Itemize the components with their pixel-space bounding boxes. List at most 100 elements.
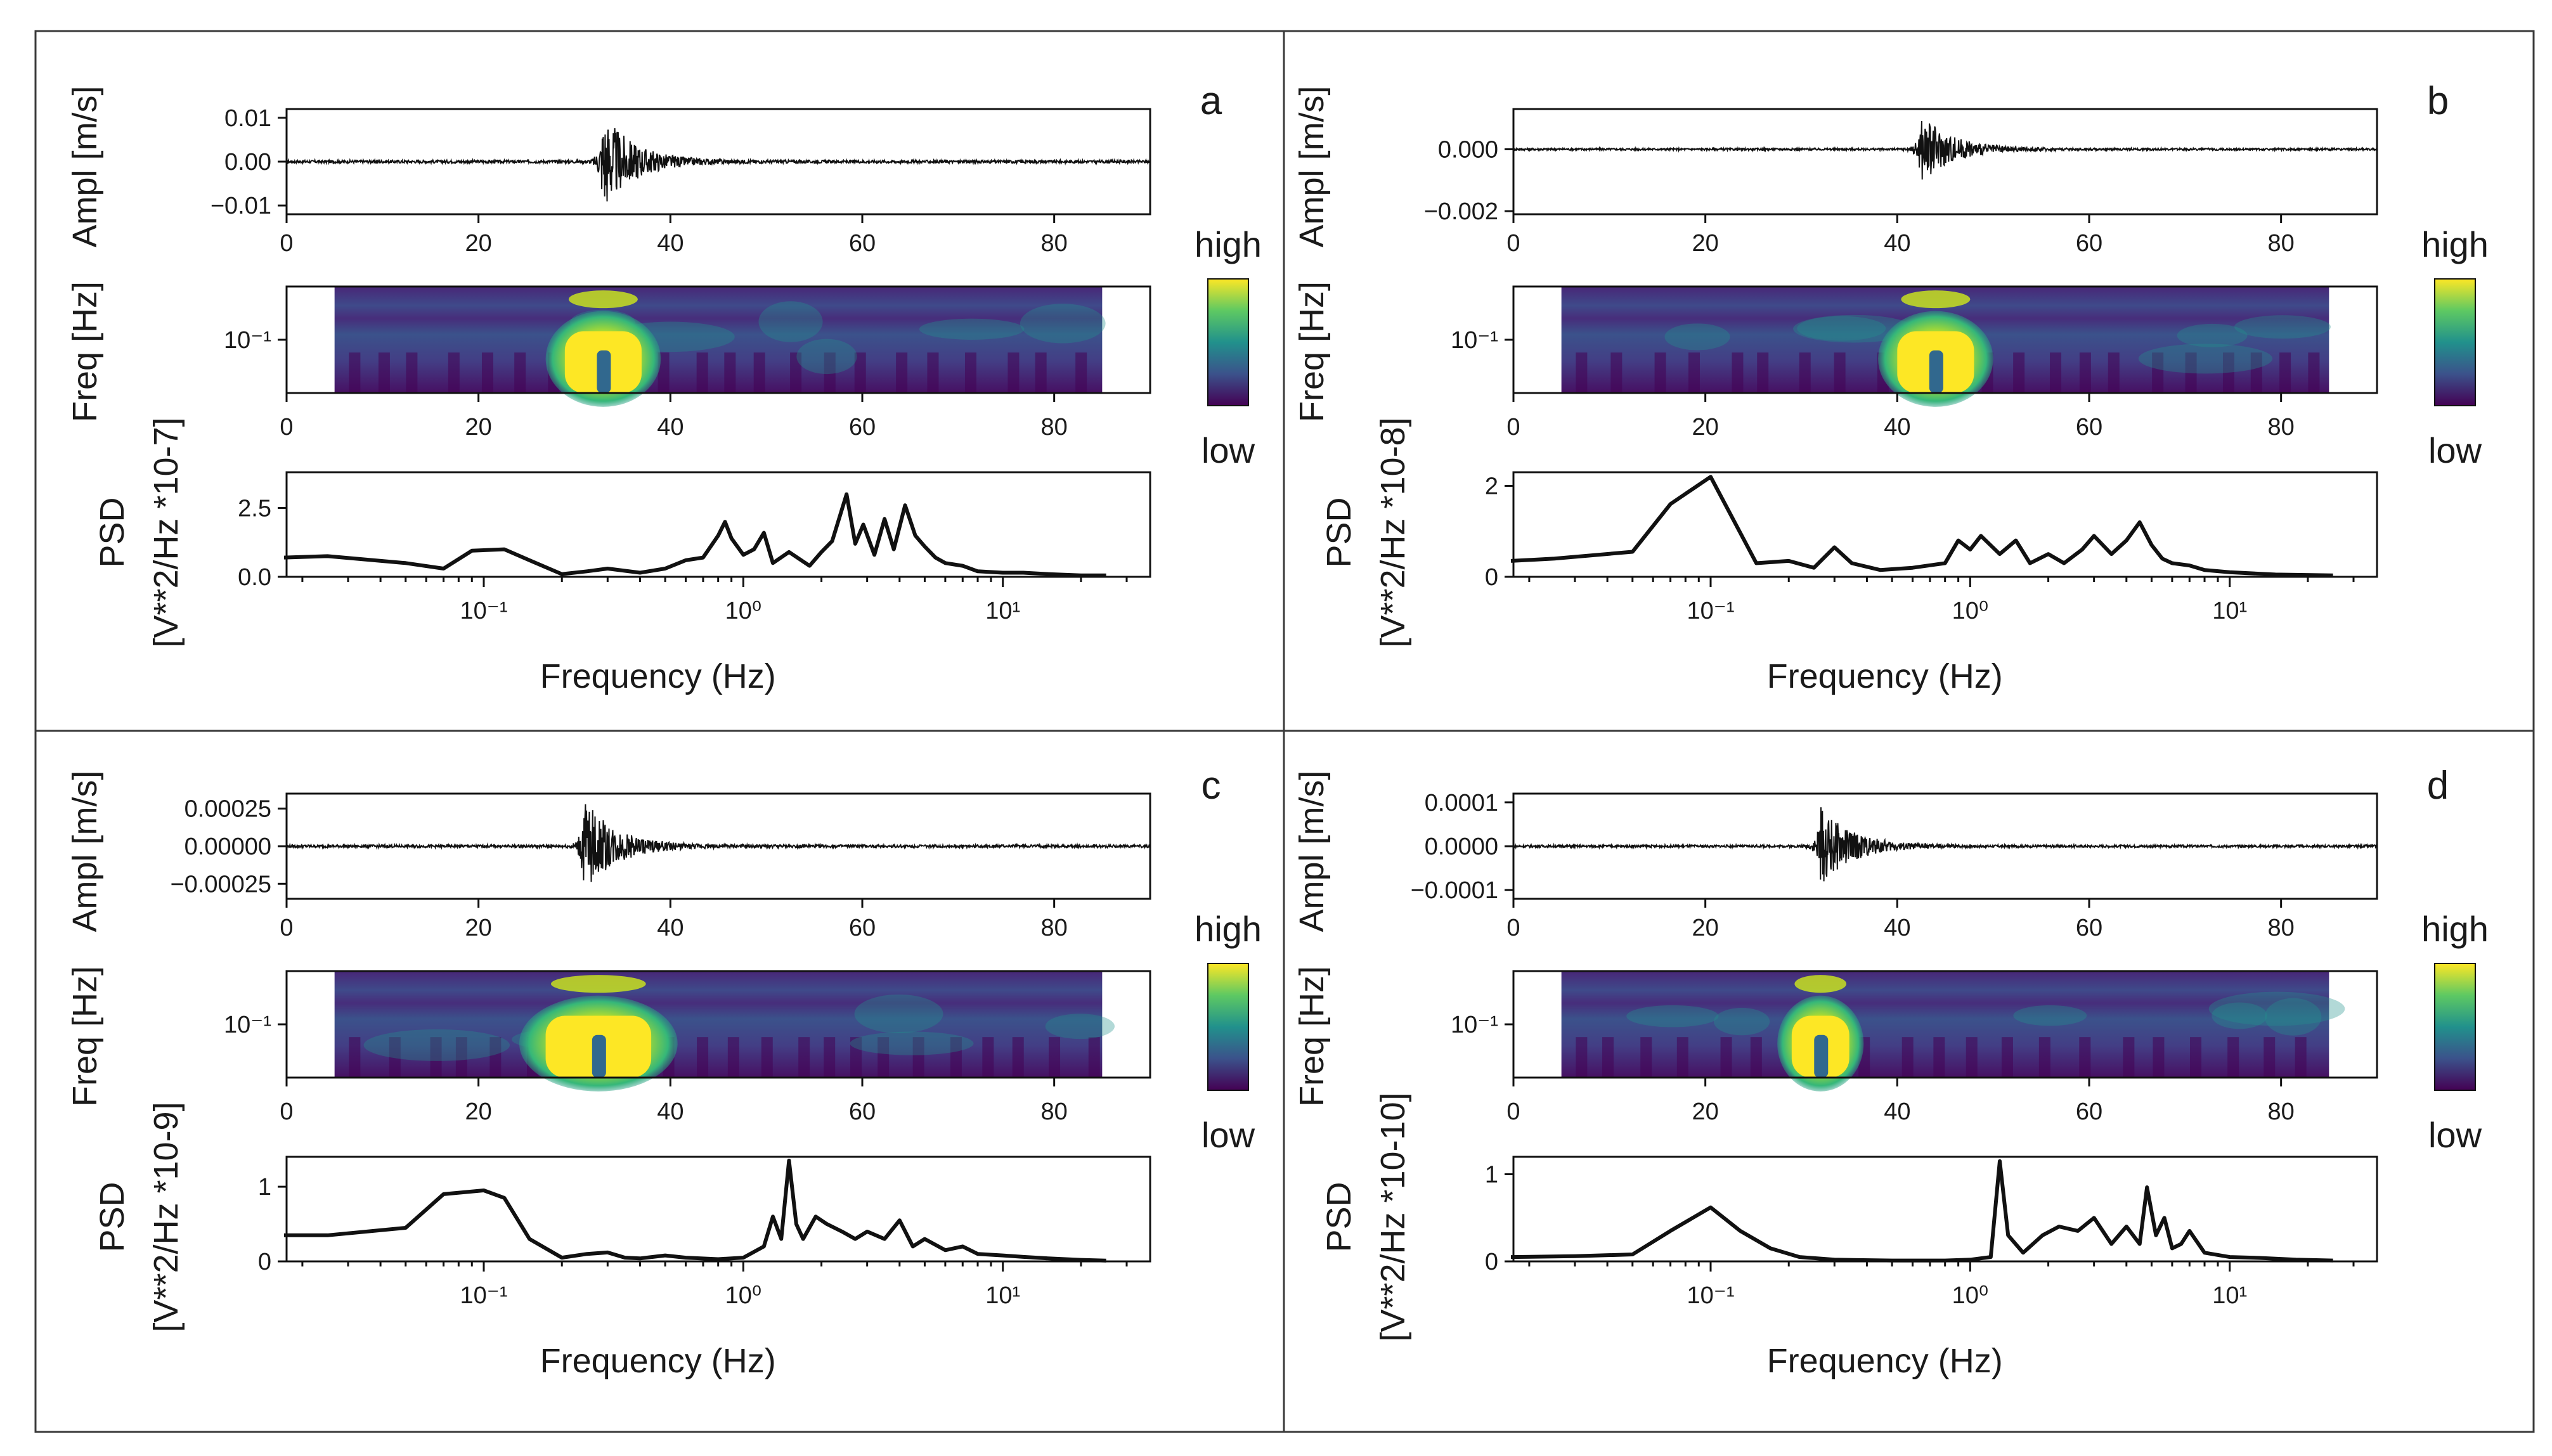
spectrogram-stripe xyxy=(2295,1037,2307,1078)
spectrogram-stripe xyxy=(1049,1037,1061,1078)
spectrogram-stripe xyxy=(2013,352,2025,393)
frequency-axis-label: Freq [Hz] xyxy=(66,281,104,422)
waveform-x-tick-label: 0 xyxy=(280,230,293,257)
spectrogram-stripe xyxy=(2264,1037,2276,1078)
psd-series-line xyxy=(1510,1159,2333,1263)
spectrogram-stripe xyxy=(2153,1037,2165,1078)
colorbar-high-label: high xyxy=(2421,224,2489,264)
waveform-y-tick-label: 0.01 xyxy=(224,105,271,132)
spectrogram-stripe xyxy=(2123,1037,2135,1078)
spectrogram-stripe xyxy=(724,352,736,393)
waveform-x-tick-label: 20 xyxy=(465,915,492,941)
spectrogram-stripe xyxy=(657,352,670,393)
frequency-axis-label: Freq [Hz] xyxy=(66,966,104,1107)
spectrogram-blob xyxy=(1020,304,1106,344)
waveform-trace xyxy=(286,128,1151,202)
colorbar-low-label: low xyxy=(1202,430,1255,470)
frequency-axis-label: Freq [Hz] xyxy=(1293,966,1331,1107)
psd-axis-label-top: PSD xyxy=(1320,497,1358,567)
amplitude-axis-label: Ampl [m/s] xyxy=(1293,770,1331,932)
waveform-x-tick-label: 20 xyxy=(1692,230,1719,257)
psd-y-tick-label: 0.0 xyxy=(238,564,271,591)
colorbar-high-label: high xyxy=(1195,909,1262,949)
psd-x-axis-label: Frequency (Hz) xyxy=(540,1342,776,1380)
spectrogram-stripe xyxy=(798,1037,810,1078)
psd-y-tick-label: 2 xyxy=(1485,474,1498,500)
spectrogram-stripe xyxy=(1688,352,1700,393)
waveform-x-tick-label: 40 xyxy=(1884,915,1910,941)
spectrogram-notch xyxy=(1929,350,1943,393)
spectrogram-stripe xyxy=(2308,352,2320,393)
waveform-y-tick-label: −0.00025 xyxy=(170,871,271,898)
spectrogram-stripe xyxy=(2279,352,2291,393)
colorbar-high-label: high xyxy=(2421,909,2489,949)
spectrogram-stripe xyxy=(2108,352,2120,393)
spectrogram-stripe xyxy=(927,352,939,393)
psd-series-line xyxy=(1510,475,2333,577)
spectrogram-x-tick-label: 0 xyxy=(280,1098,293,1125)
spectrogram-blob xyxy=(2013,1005,2087,1026)
spectrogram-notch xyxy=(597,350,611,393)
spectrogram-stripe xyxy=(1075,352,1087,393)
waveform-y-tick-label: 0.00000 xyxy=(185,834,271,860)
spectrogram-stripe xyxy=(1933,1037,1945,1078)
psd-x-tick-label: 10⁻¹ xyxy=(1687,1282,1735,1309)
spectrogram-stripe xyxy=(1799,352,1811,393)
spectrogram-x-tick-label: 40 xyxy=(1884,1098,1910,1125)
spectrogram-blob xyxy=(1045,1014,1115,1040)
spectrogram-blob xyxy=(796,338,857,375)
spectrogram-upper-band xyxy=(550,975,646,993)
spectrogram-stripe xyxy=(696,352,708,393)
waveform-y-tick-label: 0.00025 xyxy=(185,796,271,823)
spectrogram-stripe xyxy=(1576,352,1588,393)
waveform-y-tick-label: 0.000 xyxy=(1438,136,1498,163)
spectrogram-notch xyxy=(592,1034,606,1078)
waveform-x-tick-label: 60 xyxy=(849,915,876,941)
psd-x-tick-label: 10⁰ xyxy=(1952,598,1989,624)
colorbar xyxy=(2434,278,2476,406)
spectrogram-y-tick-label: 10⁻¹ xyxy=(224,327,271,354)
waveform-x-tick-label: 0 xyxy=(1506,915,1520,941)
psd-x-tick-label: 10¹ xyxy=(2212,1282,2247,1309)
spectrogram-blob xyxy=(2177,323,2248,347)
spectrogram-stripe xyxy=(455,1037,467,1078)
psd-y-tick-label: 0 xyxy=(258,1249,271,1275)
psd-frame xyxy=(285,471,1151,578)
spectrogram-x-tick-label: 20 xyxy=(1692,1098,1719,1125)
spectrogram-stripe xyxy=(2079,1037,2091,1078)
spectrogram-stripe xyxy=(850,1037,862,1078)
spectrogram-stripe xyxy=(1901,1037,1914,1078)
spectrogram-stripe xyxy=(1640,1037,1652,1078)
waveform-x-tick-label: 40 xyxy=(1884,230,1910,257)
spectrogram-x-tick-label: 20 xyxy=(465,1098,492,1125)
waveform-x-tick-label: 0 xyxy=(1506,230,1520,257)
panel-a: 0.01 0.00 −0.01 0 20 40 60 80 Ampl [m/s] 10⁻¹ 0 20 4… xyxy=(66,79,1262,695)
spectrogram-stripe xyxy=(964,352,976,393)
waveform-x-tick-label: 60 xyxy=(849,230,876,257)
psd-x-tick-label: 10¹ xyxy=(985,598,1020,624)
spectrogram-stripe xyxy=(2185,352,2197,393)
spectrogram-stripe xyxy=(2227,1037,2239,1078)
spectrogram-x-tick-label: 0 xyxy=(1506,1098,1520,1125)
spectrogram-stripe xyxy=(790,352,802,393)
spectrogram-stripe xyxy=(824,1037,836,1078)
spectrogram-y-tick-label: 10⁻¹ xyxy=(224,1012,271,1038)
spectrogram-stripe xyxy=(727,1037,739,1078)
spectrogram-stripe xyxy=(349,352,361,393)
spectrogram-upper-band xyxy=(1794,975,1847,993)
spectrogram-blob xyxy=(758,301,823,342)
spectrogram-stripe xyxy=(1676,1037,1688,1078)
waveform-x-tick-label: 60 xyxy=(2076,230,2102,257)
psd-y-tick-label: 1 xyxy=(258,1174,271,1201)
spectrogram-upper-band xyxy=(1901,290,1971,309)
spectrogram-x-tick-label: 0 xyxy=(1506,414,1520,441)
spectrogram-stripe xyxy=(389,1037,401,1078)
spectrogram-x-tick-label: 80 xyxy=(1041,414,1068,441)
spectrogram-y-tick-label: 10⁻¹ xyxy=(1451,327,1498,354)
waveform-x-tick-label: 0 xyxy=(280,915,293,941)
spectrogram-stripe xyxy=(1750,1037,1762,1078)
spectrogram-blob xyxy=(854,994,943,1034)
spectrogram-stripe xyxy=(349,1037,361,1078)
